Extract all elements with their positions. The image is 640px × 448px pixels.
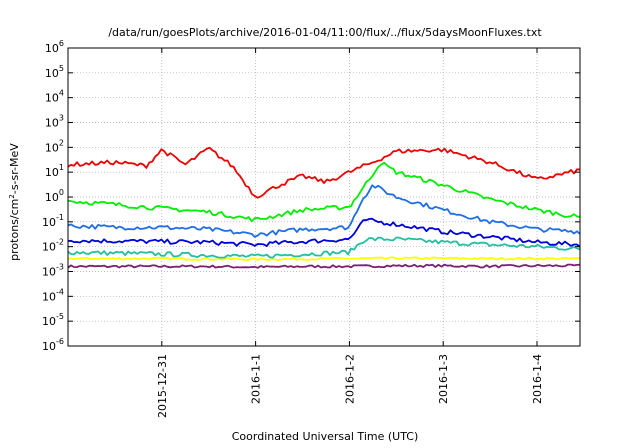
x-axis-label: Coordinated Universal Time (UTC)	[232, 430, 419, 443]
x-tick-label: 2015-12-31	[156, 354, 169, 418]
y-axis-ticks: 10-6 10-5 10-4 10-3 10-2 10-1 100 101 102 103 104 1…	[42, 39, 580, 353]
y-tick-label: 10-4	[42, 287, 64, 303]
series-line	[67, 146, 581, 199]
y-tick-label: 102	[45, 138, 64, 154]
y-axis-label: protons/cm2-s-sr-MeV	[8, 143, 21, 261]
series-line	[67, 263, 581, 269]
series-line	[67, 184, 581, 238]
series-line	[67, 217, 581, 248]
y-tick-label: 101	[45, 163, 64, 179]
y-tick-label: 104	[45, 89, 64, 105]
y-tick-label: 105	[45, 64, 64, 80]
series-line	[67, 256, 580, 262]
y-tick-label: 10-6	[42, 337, 64, 353]
y-tick-label: 10-5	[42, 312, 64, 328]
y-tick-label: 10-1	[42, 213, 64, 229]
x-tick-label: 2016-1-3	[437, 354, 450, 404]
series-line	[67, 236, 581, 259]
y-tick-label: 100	[45, 188, 64, 204]
y-tick-label: 106	[45, 39, 64, 55]
x-axis-ticks: 2015-12-31 2016-1-1 2016-1-2 2016-1-3 2016-1…	[156, 48, 544, 418]
y-tick-label: 10-2	[42, 238, 64, 254]
x-tick-label: 2016-1-4	[531, 354, 544, 404]
x-tick-label: 2016-1-1	[250, 354, 263, 404]
series-line	[67, 161, 581, 223]
y-tick-label: 103	[45, 114, 64, 130]
y-tick-label: 10-3	[42, 263, 64, 279]
chart-title: /data/run/goesPlots/archive/2016-01-04/1…	[108, 26, 542, 39]
x-tick-label: 2016-1-2	[343, 354, 356, 404]
grid	[68, 48, 580, 346]
series-layer	[67, 146, 581, 269]
